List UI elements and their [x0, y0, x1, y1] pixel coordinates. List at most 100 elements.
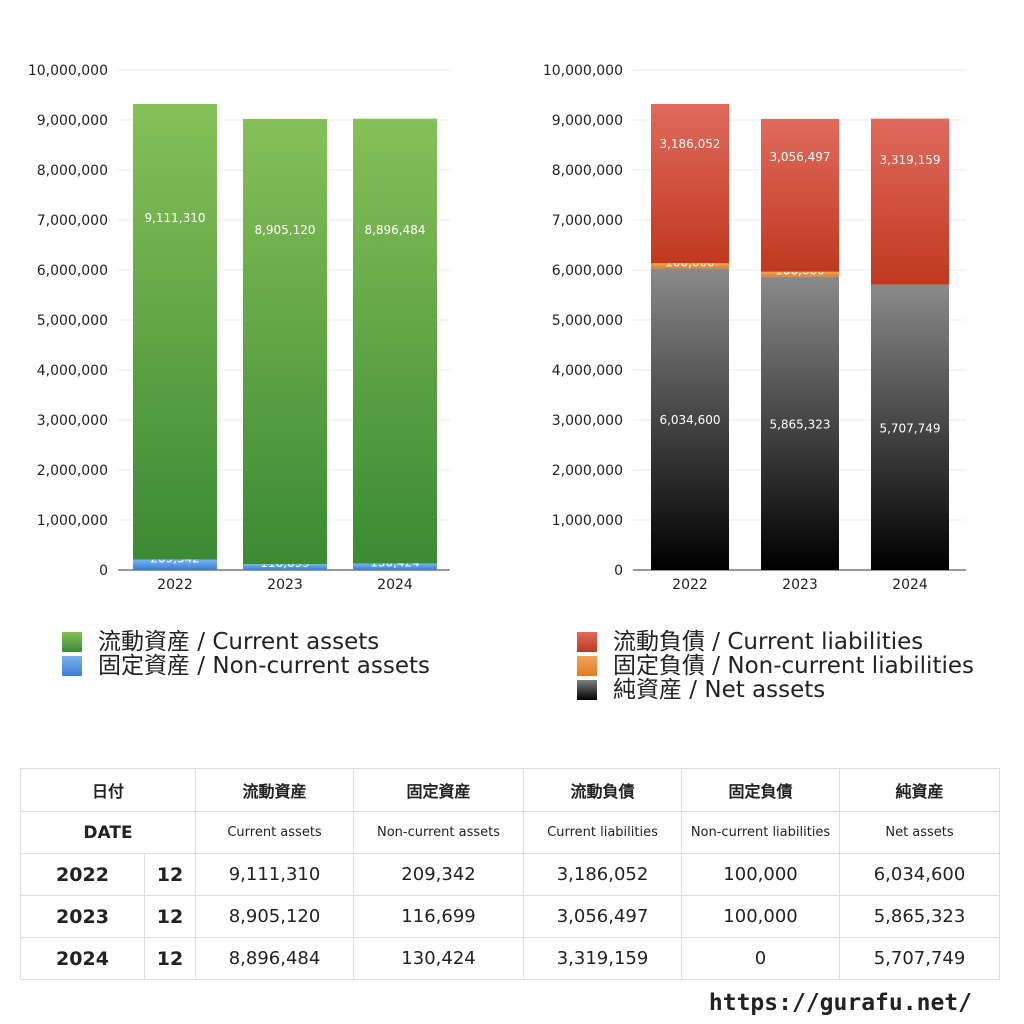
- table-cell: 6,034,600: [839, 853, 1001, 896]
- y-tick-label: 1,000,000: [552, 513, 623, 529]
- bar-segment: [871, 118, 949, 285]
- y-tick-label: 2,000,000: [552, 463, 623, 479]
- table-header-row-jp: 日付 流動資産 固定資産 流動負債 固定負債 純資産: [19, 768, 1001, 812]
- y-tick-label: 5,000,000: [552, 313, 623, 329]
- table-header-cell: Non-current liabilities: [681, 811, 841, 854]
- data-label: 8,896,484: [364, 223, 425, 237]
- legend-item-current-liabilities: 流動負債 / Current liabilities: [577, 630, 974, 654]
- table-cell-year: 2024: [20, 937, 145, 980]
- bar-segment: [651, 268, 729, 570]
- y-tick-label: 9,000,000: [552, 113, 623, 129]
- x-tick-label: 2024: [377, 577, 413, 593]
- bar-segment: [651, 263, 729, 269]
- table-cell: 3,319,159: [523, 937, 683, 980]
- y-tick-label: 10,000,000: [543, 63, 623, 79]
- y-tick-label: 7,000,000: [552, 213, 623, 229]
- table-cell: 209,342: [353, 853, 525, 896]
- table-header-cell: Non-current assets: [353, 811, 525, 854]
- table-header-cell: 日付: [19, 768, 197, 812]
- bar-segment: [353, 563, 437, 570]
- legend-item-non-current-liabilities: 固定負債 / Non-current liabilities: [577, 654, 974, 678]
- data-label: 3,186,052: [659, 137, 720, 151]
- y-tick-label: 4,000,000: [37, 363, 108, 379]
- table-header-cell: 固定資産: [353, 768, 525, 812]
- table-cell-month: 12: [143, 853, 197, 896]
- table-header-cell: 固定負債: [681, 768, 841, 812]
- table-cell: 8,896,484: [195, 937, 355, 980]
- table-row: 2022 12 9,111,310 209,342 3,186,052 100,…: [20, 853, 1001, 896]
- site-url[interactable]: https://gurafu.net/: [708, 990, 972, 1016]
- y-tick-label: 7,000,000: [37, 213, 108, 229]
- bar-segment: [243, 118, 327, 565]
- table-row: 2023 12 8,905,120 116,699 3,056,497 100,…: [20, 895, 1001, 938]
- legend-swatch-red: [577, 632, 597, 652]
- bar-segment: [761, 271, 839, 277]
- x-tick-label: 2023: [267, 577, 303, 593]
- table-header-cell: Net assets: [839, 811, 1001, 854]
- legend-label: 純資産 / Net assets: [613, 677, 826, 703]
- table-header-cell: Current assets: [195, 811, 355, 854]
- x-tick-label: 2023: [782, 577, 818, 593]
- table-cell-month: 12: [143, 937, 197, 980]
- bar-segment: [871, 284, 949, 570]
- table-header-cell: 純資産: [839, 768, 1001, 812]
- table-cell: 5,707,749: [839, 937, 1001, 980]
- table-cell: 9,111,310: [195, 853, 355, 896]
- table-header-cell: Current liabilities: [523, 811, 683, 854]
- legend-label: 流動負債 / Current liabilities: [613, 629, 924, 655]
- y-tick-label: 5,000,000: [37, 313, 108, 329]
- y-tick-label: 3,000,000: [552, 413, 623, 429]
- y-tick-label: 8,000,000: [552, 163, 623, 179]
- legend-swatch-black: [577, 680, 597, 700]
- bar-segment: [651, 103, 729, 264]
- legend-item-current-assets: 流動資産 / Current assets: [62, 630, 430, 654]
- legend-label: 流動資産 / Current assets: [98, 629, 380, 655]
- legend-item-non-current-assets: 固定資産 / Non-current assets: [62, 654, 430, 678]
- y-tick-label: 0: [614, 563, 623, 579]
- y-tick-label: 3,000,000: [37, 413, 108, 429]
- data-label: 3,319,159: [879, 153, 940, 167]
- y-tick-label: 6,000,000: [552, 263, 623, 279]
- table-cell: 5,865,323: [839, 895, 1001, 938]
- table-header-cell: 流動資産: [195, 768, 355, 812]
- table-cell: 8,905,120: [195, 895, 355, 938]
- y-tick-label: 10,000,000: [28, 63, 108, 79]
- table-cell: 3,186,052: [523, 853, 683, 896]
- y-tick-label: 2,000,000: [37, 463, 108, 479]
- data-label: 8,905,120: [254, 223, 315, 237]
- legend-swatch-orange: [577, 656, 597, 676]
- bar-segment: [761, 276, 839, 570]
- y-tick-label: 9,000,000: [37, 113, 108, 129]
- bar-segment: [133, 559, 217, 570]
- table-cell-year: 2023: [20, 895, 145, 938]
- table-cell: 100,000: [681, 853, 841, 896]
- table-row: 2024 12 8,896,484 130,424 3,319,159 0 5,…: [20, 937, 1001, 980]
- y-tick-label: 1,000,000: [37, 513, 108, 529]
- y-tick-label: 4,000,000: [552, 363, 623, 379]
- data-label: 9,111,310: [144, 211, 205, 225]
- charts-canvas: 10,000,000 9,000,000 8,000,000 7,000,000 6,0…: [28, 63, 966, 593]
- legend-swatch-blue: [62, 656, 82, 676]
- table-header-cell: DATE: [19, 811, 197, 854]
- legend-label: 固定資産 / Non-current assets: [98, 653, 431, 679]
- y-tick-label: 8,000,000: [37, 163, 108, 179]
- table-header-row-en: DATE Current assets Non-current assets C…: [19, 811, 1001, 854]
- bar-segment: [133, 103, 217, 560]
- table-cell: 3,056,497: [523, 895, 683, 938]
- y-tick-label: 0: [99, 563, 108, 579]
- bar-segment: [243, 564, 327, 570]
- data-table: 日付 流動資産 固定資産 流動負債 固定負債 純資産 DATE Current …: [19, 768, 1001, 980]
- data-label: 5,865,323: [769, 417, 830, 431]
- legend-assets: 流動資産 / Current assets 固定資産 / Non-current…: [62, 630, 430, 678]
- legend-item-net-assets: 純資産 / Net assets: [577, 678, 974, 702]
- x-tick-label: 2022: [157, 577, 193, 593]
- table-cell-year: 2022: [20, 853, 145, 896]
- data-label: 5,707,749: [879, 421, 940, 435]
- legend-liabilities: 流動負債 / Current liabilities 固定負債 / Non-cu…: [577, 630, 974, 702]
- x-tick-label: 2022: [672, 577, 708, 593]
- legend-swatch-green: [62, 632, 82, 652]
- table-header-cell: 流動負債: [523, 768, 683, 812]
- table-cell-month: 12: [143, 895, 197, 938]
- table-cell: 116,699: [353, 895, 525, 938]
- y-tick-label: 6,000,000: [37, 263, 108, 279]
